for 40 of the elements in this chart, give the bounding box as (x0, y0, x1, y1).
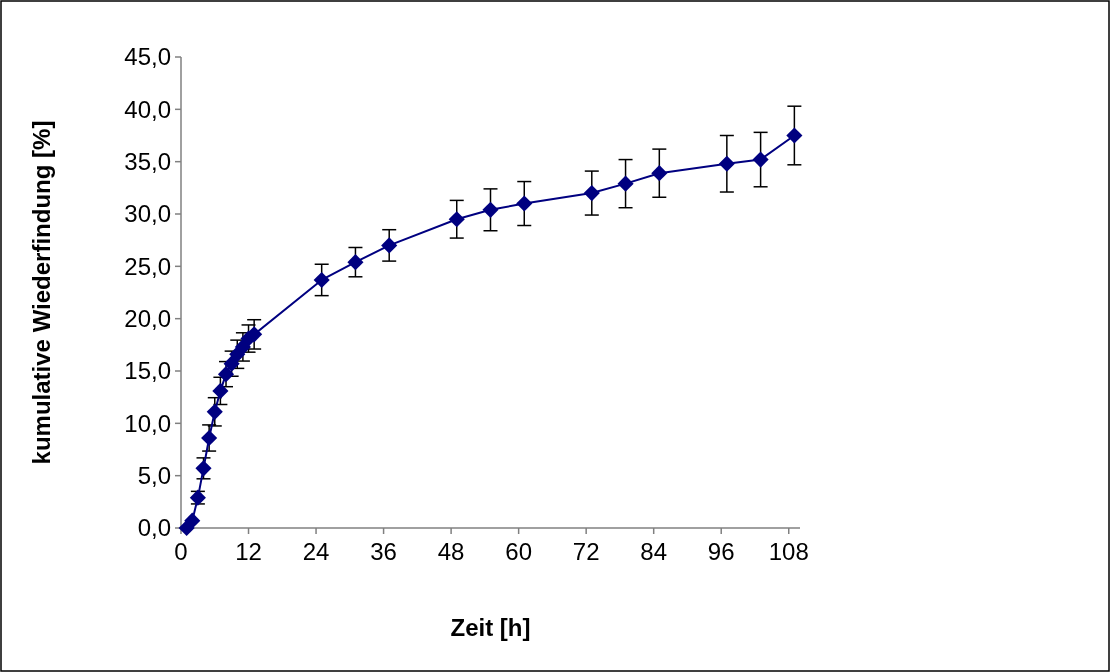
y-tick-label: 20,0 (124, 305, 171, 333)
x-tick-label: 96 (707, 538, 735, 565)
point (201, 429, 218, 447)
y-axis-title: kumulative Wiederfindung [%] (28, 120, 55, 465)
point (347, 254, 364, 271)
point (752, 151, 769, 168)
y-tick-label: 30,0 (124, 200, 171, 228)
y-tick-label: 35,0 (124, 148, 171, 176)
x-tick-label: 84 (640, 538, 668, 565)
y-tick-label: 0,0 (137, 514, 171, 542)
y-tick-label: 45,0 (124, 43, 171, 71)
y-tick-label: 25,0 (124, 252, 171, 280)
x-tick-label: 48 (437, 538, 465, 565)
x-tick-label: 60 (505, 538, 532, 565)
x-tick-label: 72 (572, 538, 600, 565)
y-tick-label: 15,0 (124, 357, 171, 385)
point (786, 127, 803, 144)
point (217, 366, 235, 383)
point (651, 165, 668, 182)
x-tick-label: 0 (174, 538, 188, 565)
y-tick-label: 10,0 (124, 409, 171, 437)
x-tick-label: 108 (768, 538, 809, 565)
x-tick-label: 36 (370, 538, 397, 565)
point (718, 155, 735, 172)
point (206, 403, 223, 420)
point (313, 271, 330, 288)
point (184, 512, 201, 529)
point (448, 211, 465, 228)
point (223, 355, 240, 372)
y-tick-label: 40,0 (124, 95, 171, 123)
x-tick-label: 24 (302, 538, 330, 565)
point (617, 175, 634, 192)
x-tick-label: 12 (235, 538, 262, 565)
point (583, 185, 600, 202)
point (212, 382, 229, 399)
y-tick-label: 5,0 (137, 462, 171, 490)
point (516, 195, 533, 212)
point (482, 201, 499, 218)
point (381, 237, 398, 254)
x-axis-title: Zeit [h] (450, 614, 531, 641)
